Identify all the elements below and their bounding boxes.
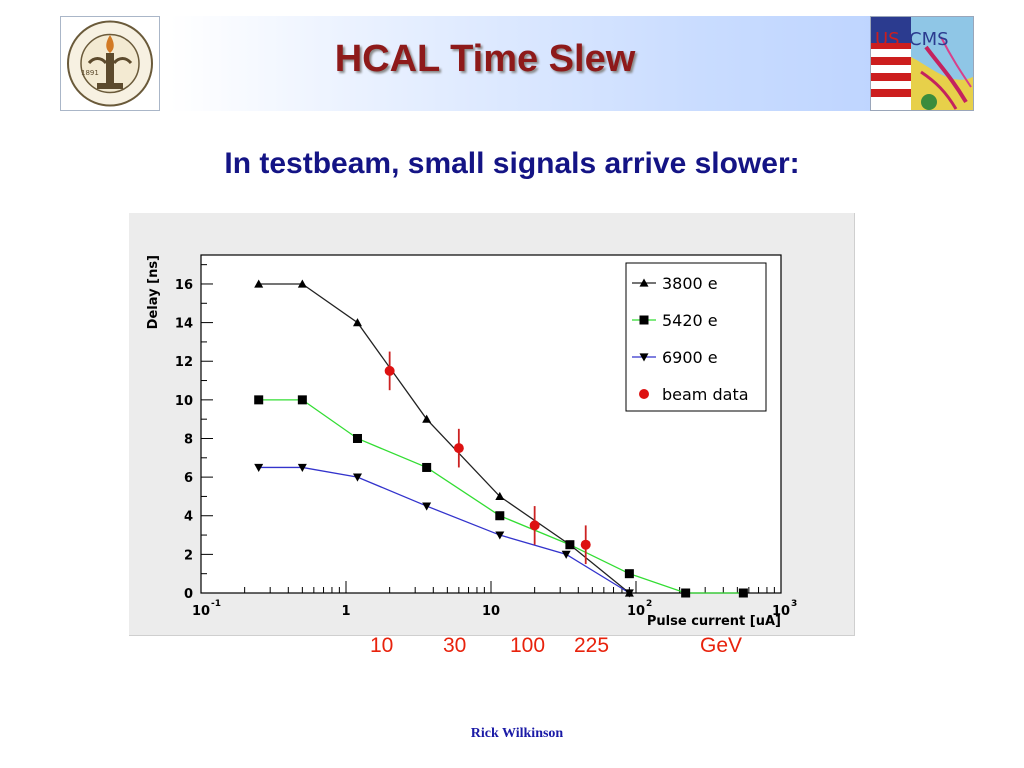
data-point-3800-e [297,279,307,288]
plot-panel: 0 2 4 6 8 10 12 14 16 10 -1 1 10 10 2 10 3 Pulse current … [129,213,855,636]
data-point-5420-e [297,395,307,405]
data-point-6900-e [495,531,505,540]
legend-label-3800-e: 3800 e [662,274,718,293]
data-point-3800-e [254,279,264,288]
y-tick-label: 10 [175,394,193,409]
x-tick-exponent: -1 [211,599,221,609]
y-tick-label: 12 [175,355,193,370]
energy-label-225: 225 [574,634,610,657]
x-tick-label: 10 [482,604,500,619]
x-tick-exponent: 2 [646,599,652,609]
uscms-logo: US CMS [870,16,974,111]
energy-label-10: 10 [370,634,394,657]
legend-box [625,262,767,412]
data-point-6900-e [297,463,307,472]
svg-text:US: US [875,29,900,50]
legend-marker-3800-e [639,278,649,287]
data-point-3800-e [352,318,362,327]
data-point-5420-e [738,588,748,598]
energy-label-100: 100 [510,634,546,657]
data-point-5420-e [624,569,634,579]
legend-marker-5420-e [639,315,649,325]
data-point-6900-e [561,550,571,559]
data-point-5420-e [681,588,691,598]
y-tick-label: 0 [184,587,193,602]
legend-label-beam-data: beam data [662,385,749,404]
legend-label-5420-e: 5420 e [662,311,718,330]
x-tick-label: 10 [627,604,645,619]
energy-unit-label: GeV [700,634,743,657]
data-point-beam-data [580,539,591,550]
legend-label-6900-e: 6900 e [662,348,718,367]
data-point-5420-e [352,433,362,443]
legend-marker-6900-e [639,353,649,362]
y-tick-label: 6 [184,471,193,486]
data-point-beam-data [384,365,395,376]
data-point-5420-e [422,462,432,472]
data-point-beam-data [529,520,540,531]
data-point-5420-e [254,395,264,405]
legend-marker-beam-data [639,389,649,399]
y-tick-label: 14 [175,317,193,332]
x-tick-label: 1 [341,604,350,619]
svg-text:1891: 1891 [81,69,99,77]
y-axis-label: Delay [ns] [146,255,161,329]
y-tick-label: 8 [184,432,193,447]
y-tick-label: 2 [184,548,193,563]
data-point-6900-e [624,589,634,598]
y-tick-label: 4 [184,510,193,525]
x-tick-label: 10 [772,604,790,619]
data-point-3800-e [495,491,505,501]
x-tick-exponent: 3 [791,599,797,609]
footer-author: Rick Wilkinson [470,726,564,741]
y-tick-label: 16 [175,278,193,293]
title-banner [60,16,974,111]
data-point-6900-e [422,502,432,511]
data-point-5420-e [565,540,575,550]
data-point-6900-e [352,473,362,482]
data-point-5420-e [495,511,505,521]
data-point-beam-data [453,443,464,454]
data-point-3800-e [422,414,432,423]
slide-subtitle: In testbeam, small signals arrive slower… [224,147,800,180]
x-axis-label: Pulse current [uA] [647,614,781,629]
x-tick-label: 10 [192,604,210,619]
caltech-seal-logo: 1891 [60,16,160,111]
energy-label-30: 30 [443,634,467,657]
slide-title: HCAL Time Slew [334,38,636,80]
svg-text:CMS: CMS [909,29,949,50]
data-point-6900-e [254,463,264,472]
